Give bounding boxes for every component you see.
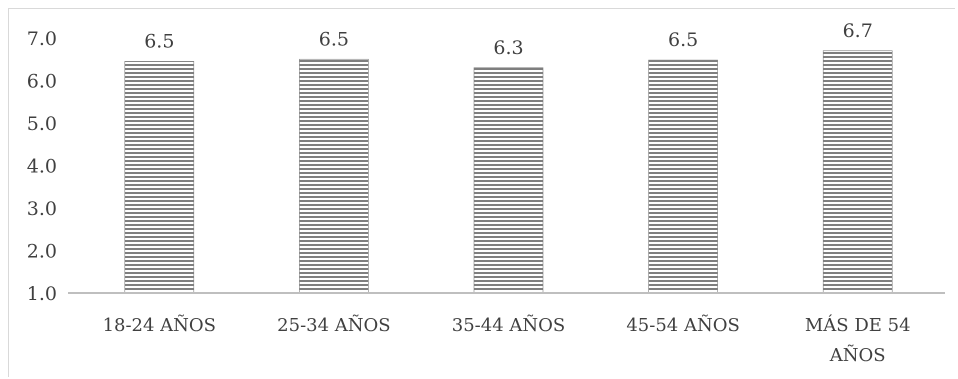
data-label: 6.3: [493, 37, 523, 59]
bar: [648, 59, 718, 294]
y-tick-label: 3.0: [27, 198, 57, 220]
y-axis: 1.0 2.0 3.0 4.0 5.0 6.0 7.0: [27, 28, 57, 305]
data-label: 6.5: [144, 30, 174, 52]
x-tick-label: 25-34 AÑOS: [277, 313, 390, 336]
x-axis: 18-24 AÑOS 25-34 AÑOS 35-44 AÑOS 45-54 AÑOS…: [103, 313, 911, 366]
chart-frame: [8, 8, 955, 377]
bars: 6.5 6.5 6.3 6.5 6.7: [124, 20, 893, 294]
y-tick-label: 6.0: [27, 71, 57, 93]
x-tick-label: MÁS DE 54: [805, 313, 911, 336]
x-tick-label: AÑOS: [829, 343, 886, 366]
bar: [473, 67, 544, 294]
x-tick-label: 18-24 AÑOS: [103, 313, 216, 336]
data-label: 6.7: [843, 20, 873, 42]
y-tick-label: 5.0: [27, 113, 57, 135]
y-tick-label: 7.0: [27, 28, 57, 50]
data-label: 6.5: [668, 29, 698, 51]
bar: [299, 58, 369, 294]
y-tick-label: 1.0: [27, 283, 57, 305]
x-tick-label: 35-44 AÑOS: [452, 313, 565, 336]
y-tick-label: 4.0: [27, 156, 57, 178]
bar: [124, 61, 195, 294]
data-label: 6.5: [319, 28, 349, 50]
x-tick-label: 45-54 AÑOS: [626, 313, 739, 336]
bar: [822, 50, 893, 294]
y-tick-label: 2.0: [27, 241, 57, 263]
